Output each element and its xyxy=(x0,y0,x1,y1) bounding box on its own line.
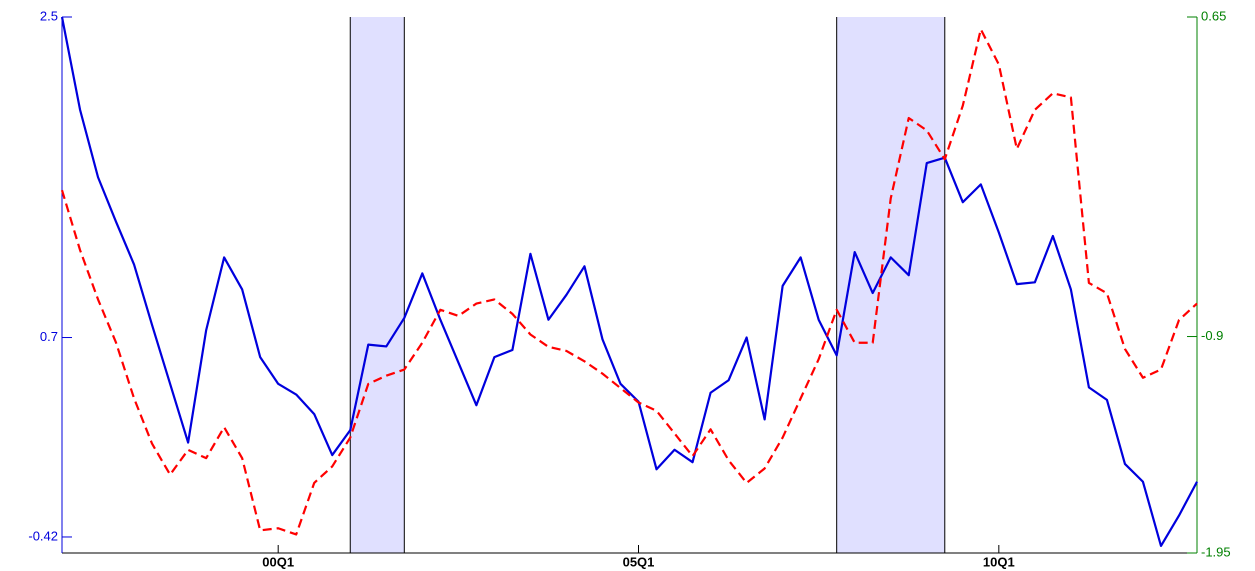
x-tick-label: 10Q1 xyxy=(983,554,1015,569)
y2-tick-label: -1.95 xyxy=(1201,544,1231,559)
shaded-band xyxy=(350,17,405,553)
y-tick-label: -0.42 xyxy=(28,528,58,543)
y-tick-label: 2.5 xyxy=(40,8,58,23)
y-tick-label: 0.7 xyxy=(40,329,58,344)
x-tick-label: 00Q1 xyxy=(262,554,294,569)
x-tick-label: 05Q1 xyxy=(623,554,655,569)
series-line xyxy=(60,28,1198,536)
series-line xyxy=(60,16,1198,547)
y2-tick-label: 0.65 xyxy=(1201,8,1226,23)
shaded-band xyxy=(836,17,945,553)
y2-tick-label: -0.9 xyxy=(1201,328,1223,343)
